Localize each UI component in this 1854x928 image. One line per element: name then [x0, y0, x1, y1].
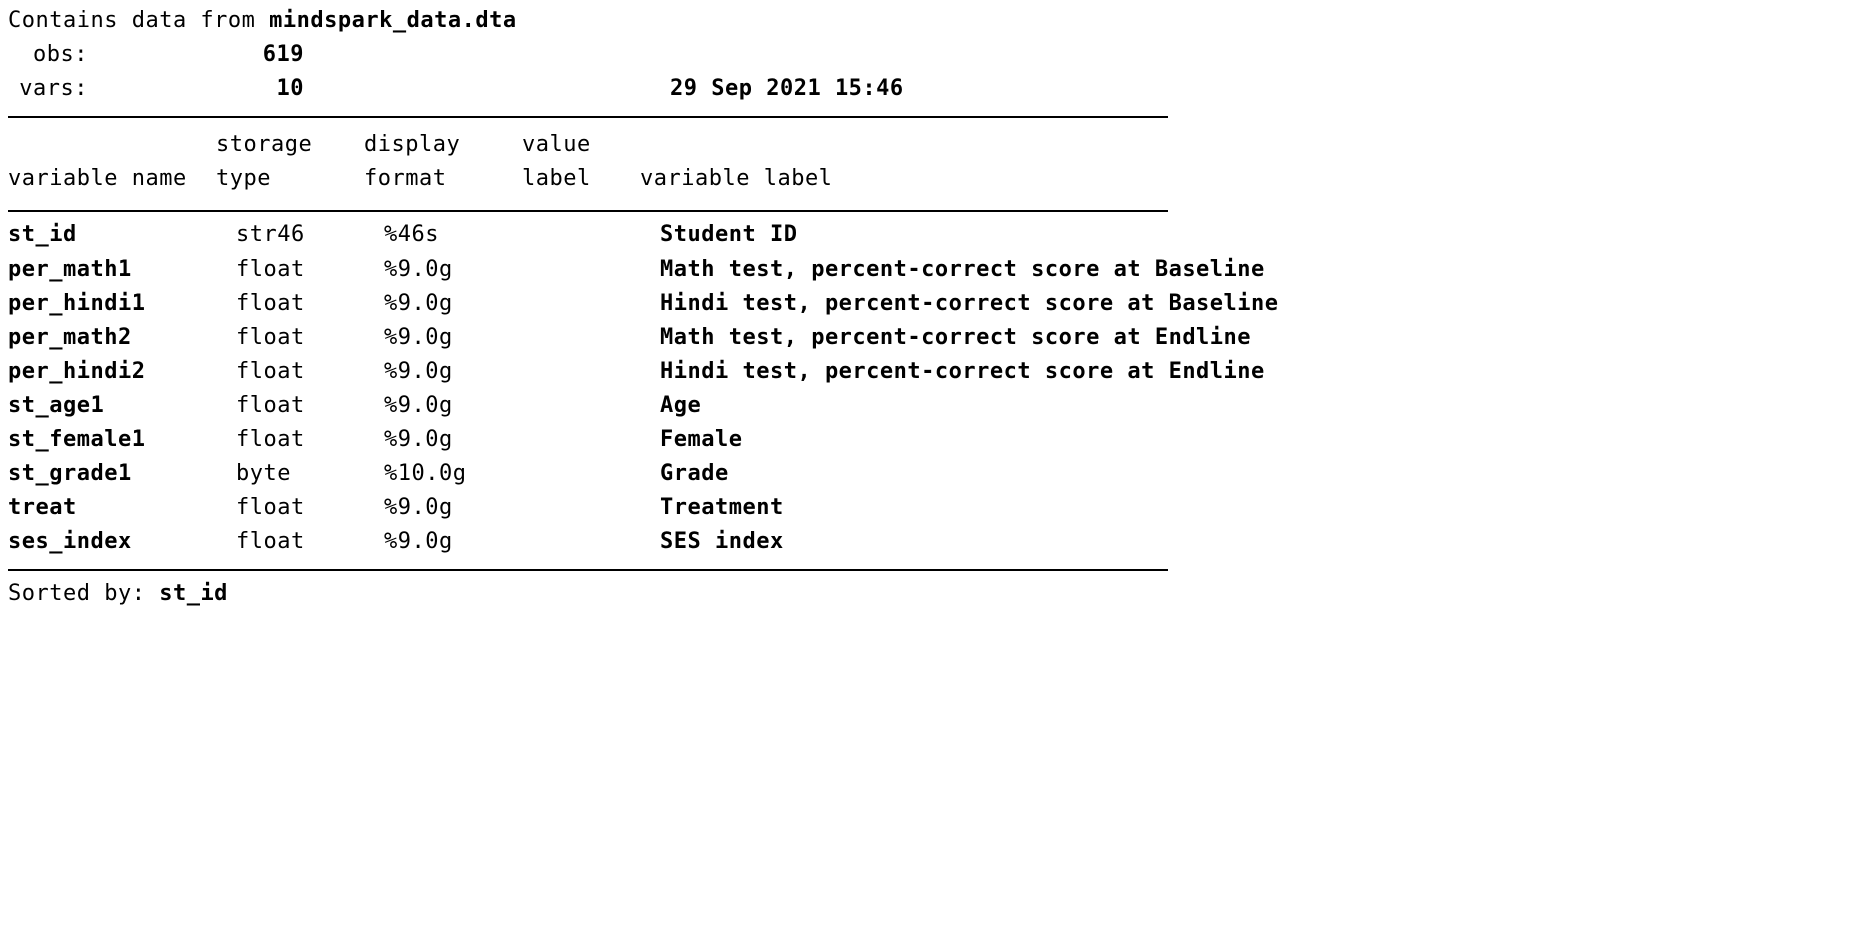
cell-display-format: %9.0g	[384, 491, 542, 525]
col-header-fmt-top: display	[364, 124, 522, 162]
col-header-stype-top: storage	[206, 124, 364, 162]
cell-storage-type: float	[206, 253, 384, 287]
cell-display-format: %9.0g	[384, 287, 542, 321]
rule-bottom	[8, 569, 1168, 571]
table-row: st_age1float%9.0g Age	[8, 389, 1228, 423]
table-row: st_idstr46%46s Student ID	[8, 218, 1228, 252]
contains-prefix: Contains data from	[8, 8, 269, 33]
cell-display-format: %9.0g	[384, 355, 542, 389]
cell-value-label	[542, 218, 660, 252]
variables-table: storage display value variable name type…	[8, 124, 1208, 200]
cell-variable-name: st_grade1	[8, 457, 206, 491]
cell-storage-type: float	[206, 525, 384, 559]
cell-variable-name: per_math1	[8, 253, 206, 287]
cell-display-format: %9.0g	[384, 525, 542, 559]
cell-display-format: %46s	[384, 218, 542, 252]
sorted-value: st_id	[159, 581, 228, 606]
table-row: per_hindi1float%9.0g Hindi test, percent-…	[8, 287, 1228, 321]
obs-value: 619	[94, 38, 310, 72]
cell-storage-type: float	[206, 491, 384, 525]
cell-value-label	[542, 355, 660, 389]
cell-display-format: %9.0g	[384, 423, 542, 457]
cell-display-format: %9.0g	[384, 321, 542, 355]
col-header-vlabel-bot: label	[522, 162, 640, 200]
cell-value-label	[542, 253, 660, 287]
cell-variable-name: per_hindi2	[8, 355, 206, 389]
cell-value-label	[542, 491, 660, 525]
header-line-vars: vars: 10 29 Sep 2021 15:46	[8, 72, 1846, 106]
cell-variable-label: Student ID	[660, 218, 1228, 252]
cell-variable-label: Hindi test, percent-correct score at Bas…	[660, 287, 1228, 321]
cell-variable-label: Math test, percent-correct score at Base…	[660, 253, 1228, 287]
cell-variable-label: Treatment	[660, 491, 1228, 525]
col-header-stype-bot: type	[206, 162, 364, 200]
cell-variable-name: st_female1	[8, 423, 206, 457]
header-line-contains: Contains data from mindspark_data.dta	[8, 4, 1846, 38]
stata-describe-output: Contains data from mindspark_data.dta ob…	[0, 0, 1854, 628]
cell-variable-label: Female	[660, 423, 1228, 457]
cell-variable-name: ses_index	[8, 525, 206, 559]
cell-variable-label: Hindi test, percent-correct score at End…	[660, 355, 1228, 389]
table-head-row-1: storage display value	[8, 124, 1208, 162]
header-line-obs: obs: 619	[8, 38, 1846, 72]
table-row: per_math1float%9.0g Math test, percent-co…	[8, 253, 1228, 287]
cell-storage-type: float	[206, 287, 384, 321]
cell-storage-type: float	[206, 389, 384, 423]
rule-mid	[8, 210, 1168, 212]
cell-variable-label: SES index	[660, 525, 1228, 559]
table-row: per_math2float%9.0g Math test, percent-co…	[8, 321, 1228, 355]
cell-storage-type: float	[206, 321, 384, 355]
cell-value-label	[542, 389, 660, 423]
table-head-row-2: variable name type format label variable…	[8, 162, 1208, 200]
table-row: ses_indexfloat%9.0g SES index	[8, 525, 1228, 559]
cell-value-label	[542, 525, 660, 559]
col-header-name-top	[8, 124, 206, 162]
cell-variable-label: Age	[660, 389, 1228, 423]
col-header-vlabel-top: value	[522, 124, 640, 162]
col-header-label-bot: variable label	[640, 162, 1208, 200]
cell-storage-type: float	[206, 355, 384, 389]
table-row: st_grade1byte%10.0g Grade	[8, 457, 1228, 491]
table-row: st_female1float%9.0g Female	[8, 423, 1228, 457]
variables-table-body: st_idstr46%46sStudent IDper_math1float%9…	[8, 218, 1228, 559]
dataset-file: mindspark_data.dta	[269, 8, 516, 33]
cell-variable-name: treat	[8, 491, 206, 525]
cell-storage-type: float	[206, 423, 384, 457]
table-head: storage display value variable name type…	[8, 124, 1208, 200]
sorted-by-line: Sorted by: st_id	[8, 577, 1846, 611]
col-header-fmt-bot: format	[364, 162, 522, 200]
cell-display-format: %9.0g	[384, 389, 542, 423]
table-row: treatfloat%9.0g Treatment	[8, 491, 1228, 525]
obs-label: obs:	[8, 38, 94, 72]
cell-variable-label: Math test, percent-correct score at Endl…	[660, 321, 1228, 355]
table-body: st_idstr46%46sStudent IDper_math1float%9…	[8, 218, 1228, 559]
cell-variable-name: per_math2	[8, 321, 206, 355]
cell-value-label	[542, 423, 660, 457]
cell-value-label	[542, 457, 660, 491]
cell-variable-label: Grade	[660, 457, 1228, 491]
cell-display-format: %10.0g	[384, 457, 542, 491]
rule-top	[8, 116, 1168, 118]
cell-storage-type: byte	[206, 457, 384, 491]
table-row: per_hindi2float%9.0g Hindi test, percent-…	[8, 355, 1228, 389]
cell-variable-name: st_age1	[8, 389, 206, 423]
vars-label: vars:	[8, 72, 94, 106]
col-header-name-bot: variable name	[8, 162, 206, 200]
cell-value-label	[542, 287, 660, 321]
cell-variable-name: st_id	[8, 218, 206, 252]
cell-value-label	[542, 321, 660, 355]
cell-storage-type: str46	[206, 218, 384, 252]
sorted-prefix: Sorted by:	[8, 581, 159, 606]
vars-value: 10	[94, 72, 310, 106]
header-spacer	[310, 72, 670, 106]
cell-display-format: %9.0g	[384, 253, 542, 287]
dataset-timestamp: 29 Sep 2021 15:46	[670, 72, 904, 106]
cell-variable-name: per_hindi1	[8, 287, 206, 321]
col-header-label-top	[640, 124, 1208, 162]
